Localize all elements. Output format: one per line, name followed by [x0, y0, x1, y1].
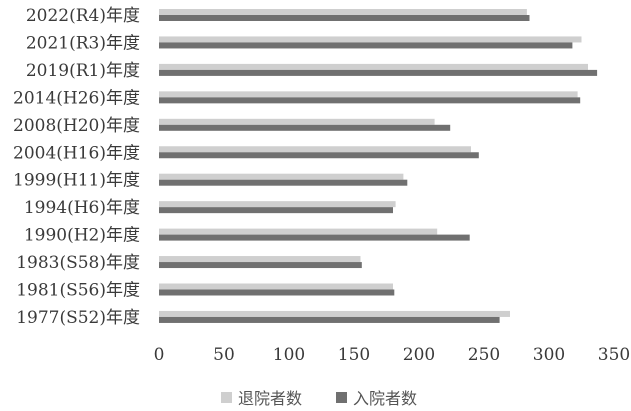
- bar-discharged: [159, 283, 393, 290]
- bar-admitted: [159, 97, 581, 104]
- bar-admitted: [159, 289, 395, 296]
- bar-admitted: [159, 42, 573, 49]
- bar-discharged: [159, 118, 435, 125]
- category-label: 1977(S52)年度: [16, 308, 140, 328]
- category-label: 1994(H6)年度: [24, 198, 140, 218]
- bars-layer: [159, 9, 598, 323]
- legend: 退院者数 入院者数: [221, 389, 417, 408]
- bar-discharged: [159, 146, 471, 153]
- bar-admitted: [159, 234, 470, 241]
- bar-admitted: [159, 179, 408, 186]
- x-tick-label: 150: [338, 345, 370, 365]
- x-tick-label: 0: [154, 345, 165, 365]
- category-label: 1999(H11)年度: [13, 171, 140, 191]
- bar-discharged: [159, 201, 396, 208]
- bar-discharged: [159, 173, 404, 180]
- bar-admitted: [159, 69, 598, 76]
- bar-discharged: [159, 91, 578, 98]
- category-label: 2019(R1)年度: [26, 61, 140, 81]
- x-tick-label: 250: [468, 345, 500, 365]
- category-label: 1981(S56)年度: [16, 281, 140, 301]
- bar-discharged: [159, 63, 588, 70]
- bar-admitted: [159, 316, 500, 323]
- bar-admitted: [159, 152, 479, 159]
- category-label: 1990(H2)年度: [24, 226, 140, 246]
- legend-swatch-admitted: [336, 392, 347, 403]
- category-labels: 2022(R4)年度 2021(R3)年度 2019(R1)年度 2014(H26)年…: [13, 6, 140, 328]
- category-label: 2004(H16)年度: [13, 143, 140, 163]
- bar-discharged: [159, 310, 510, 317]
- bar-discharged: [159, 228, 438, 235]
- legend-label-discharged: 退院者数: [238, 389, 302, 408]
- bar-admitted: [159, 262, 362, 269]
- x-tick-label: 50: [213, 345, 235, 365]
- bar-discharged: [159, 36, 582, 43]
- x-tick-label: 100: [273, 345, 305, 365]
- x-tick-label: 350: [598, 345, 630, 365]
- x-tick-label: 300: [533, 345, 565, 365]
- x-tick-label: 200: [403, 345, 435, 365]
- category-label: 2021(R3)年度: [26, 33, 140, 53]
- x-axis-tick-labels: 0 50 100 150 200 250 300 350: [154, 345, 631, 365]
- category-label: 2014(H26)年度: [13, 88, 140, 108]
- legend-swatch-discharged: [221, 392, 232, 403]
- bar-discharged: [159, 256, 361, 263]
- category-label: 2008(H20)年度: [13, 116, 140, 136]
- category-label: 2022(R4)年度: [26, 6, 140, 26]
- bar-admitted: [159, 124, 451, 131]
- legend-label-admitted: 入院者数: [353, 389, 417, 408]
- category-label: 1983(S58)年度: [16, 253, 140, 273]
- bar-admitted: [159, 15, 530, 21]
- bar-discharged: [159, 9, 527, 15]
- bar-admitted: [159, 207, 393, 214]
